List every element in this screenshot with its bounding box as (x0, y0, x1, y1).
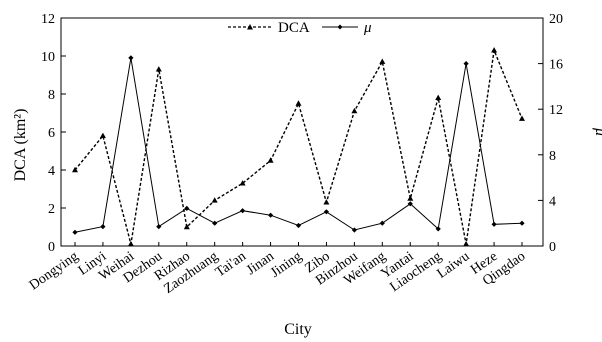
mu-point (379, 220, 385, 226)
dca-point (351, 107, 358, 114)
legend-dca-label: DCA (278, 20, 310, 36)
dca-point (407, 195, 414, 201)
dca-point (379, 58, 386, 64)
mu-point (156, 224, 162, 230)
mu-point (268, 212, 274, 218)
left-axis-title: DCA (km²) (12, 109, 29, 182)
left-tick-label: 2 (48, 202, 55, 217)
right-axis-title: μ (592, 127, 602, 136)
left-tick-label: 8 (48, 88, 55, 103)
mu-point (128, 55, 134, 61)
dca-point (99, 132, 106, 138)
mu-point (435, 226, 441, 232)
series-line-dca (74, 47, 523, 245)
mu-point (72, 229, 78, 235)
left-tick-label: 0 (48, 240, 55, 255)
legend: DCA μ (228, 20, 372, 36)
mu-point (212, 220, 218, 226)
dca-point (295, 100, 302, 106)
series-line-mu (74, 57, 523, 233)
dca-point (72, 166, 78, 173)
plot-border (60, 17, 544, 247)
x-tick-label: Tai'an (213, 249, 249, 280)
plot-frame (60, 17, 544, 247)
dca-point (127, 240, 134, 247)
mu-point (100, 224, 106, 230)
mu-point (407, 201, 413, 207)
x-axis-title: City (284, 321, 312, 338)
right-tick-label: 20 (549, 12, 563, 27)
legend-dca-marker (247, 24, 253, 30)
mu-point (351, 227, 357, 233)
x-tick-label: Dongying (27, 249, 81, 293)
x-tick-label: Jining (268, 249, 305, 281)
dca-point (491, 47, 498, 53)
left-tick-label: 10 (41, 50, 55, 65)
left-y-axis: 0 2 4 6 8 10 12 (41, 12, 66, 255)
left-tick-label: 6 (48, 126, 55, 141)
mu-point (323, 209, 329, 215)
dca-point (183, 223, 190, 230)
series-layer (72, 47, 525, 247)
left-tick-label: 4 (48, 164, 55, 179)
dca-point (519, 115, 525, 121)
left-tick-label: 12 (41, 12, 55, 27)
dca-point (267, 157, 274, 163)
mu-point (519, 220, 525, 226)
legend-mu-label: μ (363, 20, 372, 36)
right-tick-label: 12 (549, 103, 563, 118)
dca-point (155, 66, 162, 72)
mu-point (295, 222, 302, 229)
right-tick-label: 16 (549, 58, 563, 73)
dca-point (211, 197, 218, 203)
mu-point (491, 221, 497, 227)
mu-point (240, 208, 246, 214)
x-tick-label: Laiwu (435, 249, 473, 282)
x-axis: DongyingLinyiWeihaiDezhouRizhaoZaozhuang… (27, 242, 528, 297)
legend-mu-marker (337, 24, 343, 30)
mu-point (463, 61, 469, 67)
dca-point (323, 199, 330, 205)
dca-point (239, 180, 246, 186)
right-tick-label: 4 (549, 194, 556, 209)
right-tick-label: 0 (549, 240, 556, 255)
dca-point (463, 240, 470, 247)
right-tick-label: 8 (549, 149, 556, 164)
right-y-axis: 0 4 8 12 16 20 (538, 12, 563, 255)
mu-point (184, 205, 190, 211)
dca-point (435, 94, 442, 100)
